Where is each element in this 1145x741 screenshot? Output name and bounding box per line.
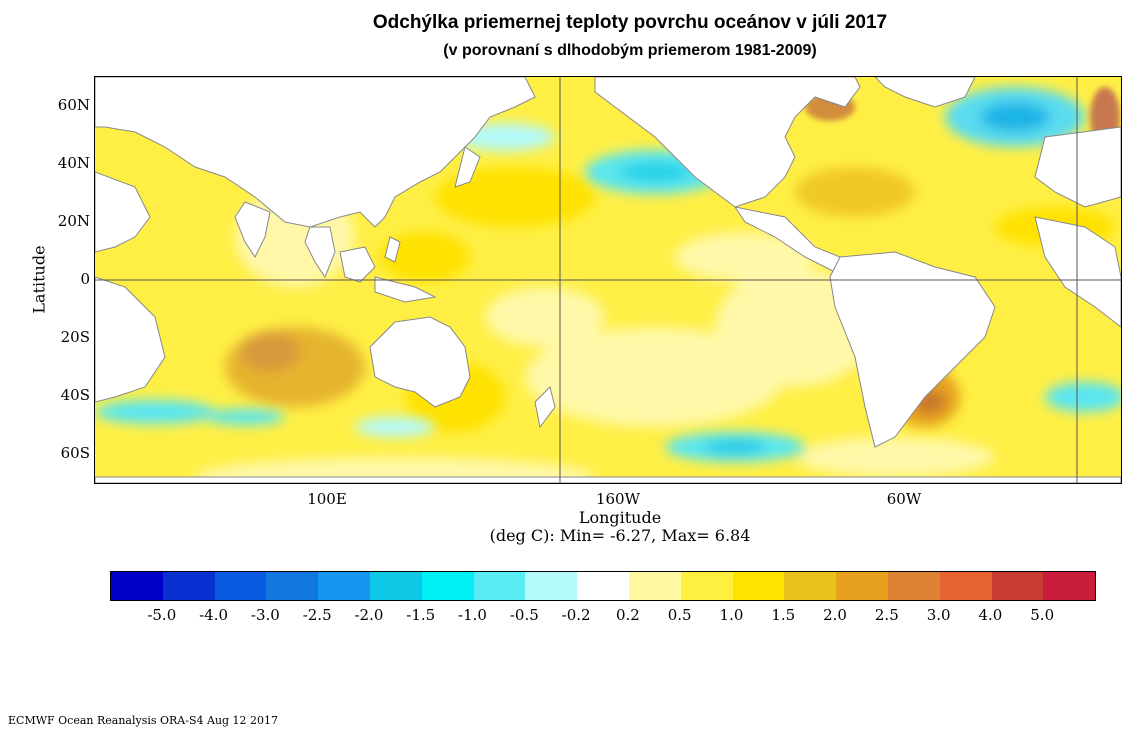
legend-swatch-11 [680,572,733,600]
legend-swatch-14 [836,572,888,600]
legend-label: -0.2 [561,606,591,624]
y-tick-20n: 20N [57,212,90,230]
legend-label: -5.0 [147,606,177,624]
legend-colorbar [110,571,1096,601]
chart-subtitle: (v porovnaní s dlhodobým priemerom 1981-… [443,42,817,59]
legend-swatch-12 [732,572,785,600]
legend-label: -2.0 [354,606,384,624]
legend-swatch-6 [421,572,474,600]
chart-title: Odchýlka priemernej teploty povrchu oceá… [372,12,888,33]
legend-label: -1.5 [406,606,436,624]
legend-label: 1.5 [771,606,796,624]
legend-swatch-8 [525,572,578,600]
grid [95,77,1121,483]
legend-swatch-5 [369,572,422,600]
legend-swatch-9 [577,572,629,600]
legend-label: -2.5 [302,606,332,624]
y-tick-40s: 40S [60,386,90,404]
footer-credit: ECMWF Ocean Reanalysis ORA-S4 Aug 12 201… [8,714,279,727]
legend-label: 2.0 [823,606,847,624]
legend-swatch-2 [214,572,267,600]
legend-swatch-17 [991,572,1044,600]
legend-label: 3.0 [926,606,951,624]
legend-label: -4.0 [199,606,229,624]
land [95,77,1121,483]
y-tick-20s: 20S [60,328,90,346]
legend-label: 5.0 [1030,606,1055,624]
sst-anomaly-map [94,76,1122,484]
legend-swatch-4 [318,572,370,600]
legend-swatch-7 [473,572,526,600]
stats-note: (deg C): Min= -6.27, Max= 6.84 [489,526,751,545]
legend-label: -0.5 [509,606,539,624]
legend-swatch-0 [111,572,163,600]
legend-swatch-13 [784,572,837,600]
y-tick-40n: 40N [57,154,90,172]
legend-swatch-16 [939,572,992,600]
legend-swatch-15 [887,572,940,600]
x-tick-60w: 60W [886,490,922,508]
y-tick-0: 0 [80,270,90,288]
legend-swatch-1 [162,572,215,600]
legend-label: 4.0 [978,606,1003,624]
legend-label: 0.2 [615,606,640,624]
legend-swatch-10 [628,572,681,600]
legend-label: 2.5 [874,606,899,624]
legend-swatch-3 [266,572,319,600]
legend-label: 1.0 [719,606,744,624]
x-tick-100e: 100E [307,490,347,508]
legend-label: -1.0 [458,606,487,624]
legend-label: -3.0 [250,606,280,624]
x-tick-160w: 160W [595,490,641,508]
x-axis-label: Longitude [578,508,662,527]
y-tick-60n: 60N [57,96,90,114]
legend-swatch-18 [1043,572,1096,600]
y-tick-60s: 60S [60,444,90,462]
legend-label: 0.5 [667,606,692,624]
map-canvas [95,77,1121,483]
